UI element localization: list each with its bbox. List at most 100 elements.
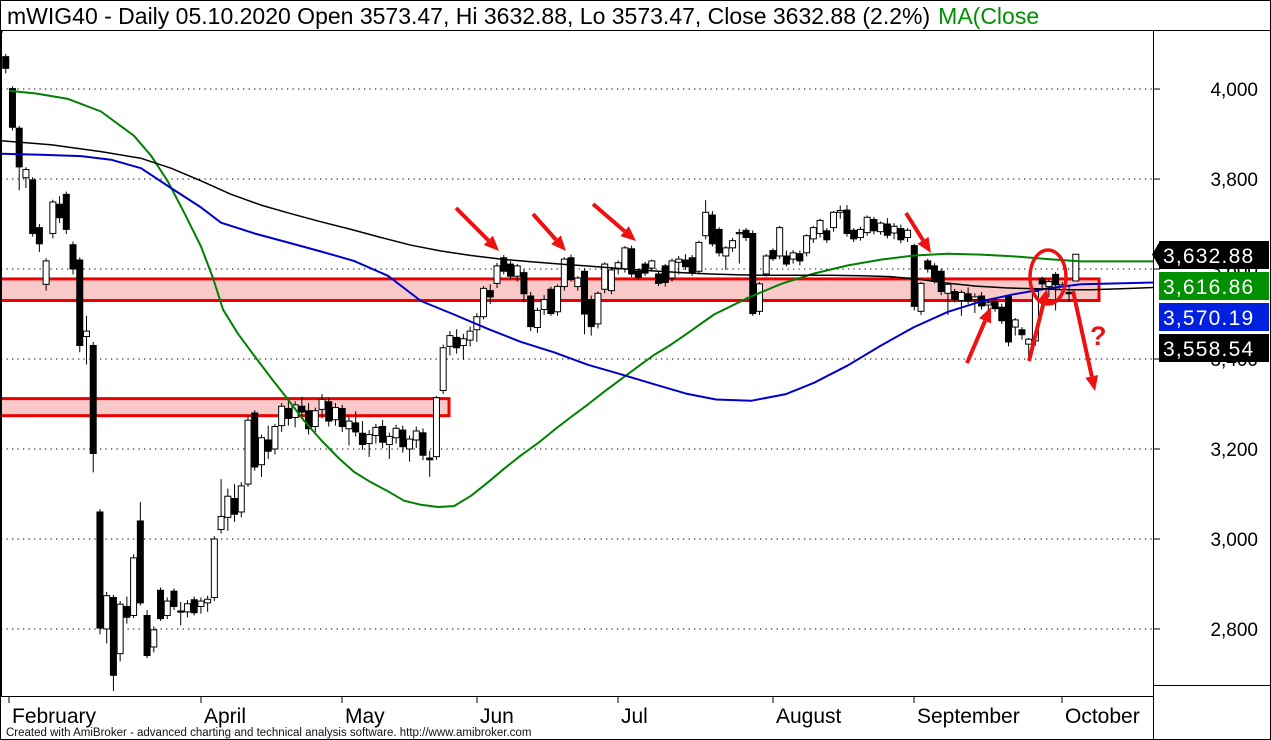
candlestick xyxy=(412,430,420,441)
candlestick xyxy=(197,600,205,607)
candlestick xyxy=(877,222,885,233)
month-label: Jun xyxy=(480,705,514,728)
candlestick xyxy=(527,295,535,328)
candlestick xyxy=(352,422,360,433)
candlestick xyxy=(257,437,265,466)
candlestick xyxy=(190,599,198,614)
price-tick-label: 3,000 xyxy=(1210,530,1258,551)
candlestick xyxy=(796,253,804,262)
candlestick xyxy=(1065,291,1073,295)
annotations: ? xyxy=(454,202,1107,391)
candlestick xyxy=(809,227,817,240)
annotation-arrowhead xyxy=(917,236,931,253)
annotation-arrow xyxy=(531,212,558,242)
candlestick xyxy=(984,302,992,306)
candlestick xyxy=(163,600,171,616)
candlestick xyxy=(1072,253,1080,282)
candlestick xyxy=(231,497,239,515)
candlestick xyxy=(264,439,272,452)
ma-blue-line xyxy=(1,152,1153,402)
candlestick xyxy=(89,345,97,454)
candlestick xyxy=(904,229,912,239)
candlestick xyxy=(96,511,104,629)
candlestick xyxy=(924,260,932,270)
candlestick xyxy=(157,589,165,620)
annotation-arrowhead xyxy=(1085,374,1099,391)
price-tags: 3,632.88 3,616.86 3,570.19 3,558.54 xyxy=(1152,241,1269,362)
candlestick xyxy=(574,277,582,288)
candlestick xyxy=(62,193,70,230)
chart-ma-legend: MA(Close xyxy=(938,3,1040,29)
price-tag: 3,616.86 xyxy=(1159,272,1269,300)
candlestick xyxy=(183,603,191,613)
candlestick xyxy=(513,265,521,277)
candlestick xyxy=(432,397,440,458)
candlestick xyxy=(426,457,434,461)
candlestick xyxy=(56,203,64,219)
candlestick xyxy=(1005,295,1012,343)
candlestick xyxy=(284,407,292,419)
candlestick xyxy=(856,228,864,239)
candlestick xyxy=(136,520,144,604)
candlesticks xyxy=(1,31,1080,692)
candlestick xyxy=(116,603,124,655)
candlestick xyxy=(910,245,918,307)
candlestick xyxy=(560,258,568,288)
candlestick xyxy=(69,244,77,270)
candlestick xyxy=(1052,273,1060,286)
candlestick xyxy=(22,169,30,179)
candlestick xyxy=(506,263,514,277)
candlestick xyxy=(708,214,716,245)
candlestick xyxy=(35,227,43,245)
candlestick xyxy=(533,309,541,329)
annotation-arrowhead xyxy=(483,235,499,251)
candlestick xyxy=(776,227,784,257)
candlestick xyxy=(1025,338,1033,345)
month-label: September xyxy=(917,705,1020,728)
candlestick xyxy=(15,127,23,168)
candlestick xyxy=(782,255,790,265)
month-label: April xyxy=(204,705,246,728)
candlestick xyxy=(607,269,615,292)
candlestick xyxy=(681,259,689,268)
candlestick xyxy=(338,407,346,427)
candlestick xyxy=(594,292,602,325)
price-tick-label: 2,800 xyxy=(1210,620,1258,641)
candlestick xyxy=(1011,319,1019,328)
candlestick xyxy=(2,56,10,69)
candlestick xyxy=(459,338,467,347)
candlestick xyxy=(311,410,319,427)
price-tag-bg xyxy=(1159,241,1269,269)
candlestick xyxy=(554,286,562,313)
month-label: October xyxy=(1065,705,1140,728)
month-label: May xyxy=(345,705,385,728)
candlestick xyxy=(890,225,898,234)
annotation-arrow xyxy=(1071,290,1094,377)
candlestick xyxy=(453,336,461,349)
price-tag-bg xyxy=(1159,272,1269,300)
candlestick xyxy=(917,282,925,312)
candlestick xyxy=(244,419,252,485)
candlestick xyxy=(883,223,891,236)
candlestick xyxy=(345,420,353,430)
candlestick xyxy=(170,590,178,607)
price-tick-label: 3,800 xyxy=(1210,170,1258,191)
ma-black-line xyxy=(1,140,1153,291)
candlestick xyxy=(237,485,245,513)
candlestick xyxy=(372,426,380,436)
candlestick xyxy=(944,283,952,294)
candlestick xyxy=(8,88,16,128)
price-tick-label: 4,000 xyxy=(1210,80,1258,101)
price-tag-bg xyxy=(1159,303,1269,331)
candlestick xyxy=(271,425,279,450)
price-tag-pointer xyxy=(1152,241,1160,268)
axes-frame xyxy=(1,30,1270,739)
month-label: Jul xyxy=(621,705,648,728)
candlestick xyxy=(1038,278,1046,285)
price-tag-value: 3,632.88 xyxy=(1163,245,1254,268)
candlestick xyxy=(224,495,232,518)
month-label: August xyxy=(776,705,842,728)
candlestick xyxy=(419,432,427,456)
candlestick xyxy=(688,257,696,274)
